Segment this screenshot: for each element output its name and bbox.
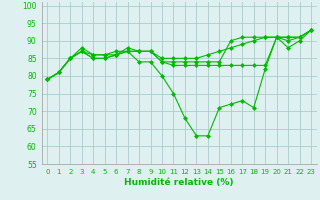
X-axis label: Humidité relative (%): Humidité relative (%) <box>124 178 234 187</box>
